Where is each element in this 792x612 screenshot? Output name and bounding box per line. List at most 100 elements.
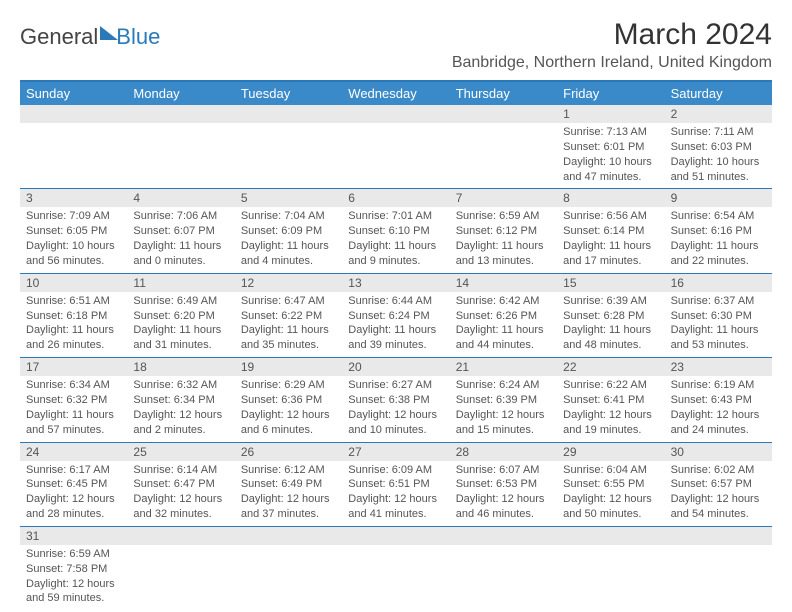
day-number: 13 [342, 274, 449, 292]
day-header-sunday: Sunday [20, 82, 127, 105]
sunset-text: Sunset: 6:09 PM [241, 224, 336, 239]
daylight-text: Daylight: 12 hours and 24 minutes. [671, 408, 766, 438]
day-number: 2 [665, 105, 772, 123]
day-cell [235, 545, 342, 610]
daylight-text: Daylight: 11 hours and 26 minutes. [26, 323, 121, 353]
sunrise-text: Sunrise: 6:49 AM [133, 294, 228, 309]
day-header-friday: Friday [557, 82, 664, 105]
daylight-text: Daylight: 12 hours and 28 minutes. [26, 492, 121, 522]
day-cell: Sunrise: 6:12 AMSunset: 6:49 PMDaylight:… [235, 461, 342, 526]
daylight-text: Daylight: 12 hours and 10 minutes. [348, 408, 443, 438]
day-header-thursday: Thursday [450, 82, 557, 105]
day-number: 15 [557, 274, 664, 292]
sunrise-text: Sunrise: 6:44 AM [348, 294, 443, 309]
day-number: 16 [665, 274, 772, 292]
day-number-row: 10111213141516 [20, 274, 772, 292]
week-block: 31Sunrise: 6:59 AMSunset: 7:58 PMDayligh… [20, 527, 772, 610]
sunrise-text: Sunrise: 6:14 AM [133, 463, 228, 478]
day-cell: Sunrise: 6:54 AMSunset: 6:16 PMDaylight:… [665, 207, 772, 272]
day-number: 28 [450, 443, 557, 461]
daylight-text: Daylight: 10 hours and 51 minutes. [671, 155, 766, 185]
sunrise-text: Sunrise: 6:09 AM [348, 463, 443, 478]
day-number: 27 [342, 443, 449, 461]
sunrise-text: Sunrise: 7:13 AM [563, 125, 658, 140]
sunset-text: Sunset: 6:07 PM [133, 224, 228, 239]
day-number: 4 [127, 189, 234, 207]
sunrise-text: Sunrise: 6:59 AM [456, 209, 551, 224]
week-block: 24252627282930Sunrise: 6:17 AMSunset: 6:… [20, 443, 772, 527]
day-number [450, 105, 557, 123]
day-cell: Sunrise: 6:07 AMSunset: 6:53 PMDaylight:… [450, 461, 557, 526]
day-cell: Sunrise: 6:29 AMSunset: 6:36 PMDaylight:… [235, 376, 342, 441]
day-cell: Sunrise: 6:37 AMSunset: 6:30 PMDaylight:… [665, 292, 772, 357]
day-content-row: Sunrise: 6:51 AMSunset: 6:18 PMDaylight:… [20, 292, 772, 357]
sunrise-text: Sunrise: 6:51 AM [26, 294, 121, 309]
day-number: 7 [450, 189, 557, 207]
sunrise-text: Sunrise: 6:42 AM [456, 294, 551, 309]
day-number [127, 527, 234, 545]
sunset-text: Sunset: 6:01 PM [563, 140, 658, 155]
day-cell [450, 123, 557, 188]
day-number: 20 [342, 358, 449, 376]
sunset-text: Sunset: 6:53 PM [456, 477, 551, 492]
logo-text-general: General [20, 24, 98, 50]
sunset-text: Sunset: 6:16 PM [671, 224, 766, 239]
day-cell [342, 123, 449, 188]
day-cell: Sunrise: 6:32 AMSunset: 6:34 PMDaylight:… [127, 376, 234, 441]
day-content-row: Sunrise: 6:59 AMSunset: 7:58 PMDaylight:… [20, 545, 772, 610]
daylight-text: Daylight: 12 hours and 59 minutes. [26, 577, 121, 607]
daylight-text: Daylight: 11 hours and 9 minutes. [348, 239, 443, 269]
day-cell: Sunrise: 7:06 AMSunset: 6:07 PMDaylight:… [127, 207, 234, 272]
sunrise-text: Sunrise: 6:19 AM [671, 378, 766, 393]
day-cell: Sunrise: 6:42 AMSunset: 6:26 PMDaylight:… [450, 292, 557, 357]
day-header-wednesday: Wednesday [342, 82, 449, 105]
day-number-row: 31 [20, 527, 772, 545]
day-cell [20, 123, 127, 188]
day-number: 11 [127, 274, 234, 292]
sunset-text: Sunset: 7:58 PM [26, 562, 121, 577]
sunset-text: Sunset: 6:32 PM [26, 393, 121, 408]
sunset-text: Sunset: 6:05 PM [26, 224, 121, 239]
daylight-text: Daylight: 12 hours and 37 minutes. [241, 492, 336, 522]
day-header-monday: Monday [127, 82, 234, 105]
day-number [450, 527, 557, 545]
day-cell: Sunrise: 7:01 AMSunset: 6:10 PMDaylight:… [342, 207, 449, 272]
daylight-text: Daylight: 12 hours and 19 minutes. [563, 408, 658, 438]
day-number: 30 [665, 443, 772, 461]
calendar: Sunday Monday Tuesday Wednesday Thursday… [20, 80, 772, 610]
sunrise-text: Sunrise: 6:56 AM [563, 209, 658, 224]
sunrise-text: Sunrise: 6:34 AM [26, 378, 121, 393]
day-cell [665, 545, 772, 610]
day-number: 14 [450, 274, 557, 292]
location-text: Banbridge, Northern Ireland, United King… [452, 54, 772, 72]
daylight-text: Daylight: 10 hours and 56 minutes. [26, 239, 121, 269]
day-number [557, 527, 664, 545]
sunset-text: Sunset: 6:28 PM [563, 309, 658, 324]
daylight-text: Daylight: 11 hours and 17 minutes. [563, 239, 658, 269]
day-number: 24 [20, 443, 127, 461]
weeks-container: 12 Sunrise: 7:13 AMSunset: 6:01 PM Dayligh… [20, 105, 772, 610]
sunset-text: Sunset: 6:20 PM [133, 309, 228, 324]
sunrise-text: Sunrise: 6:27 AM [348, 378, 443, 393]
sunset-text: Sunset: 6:57 PM [671, 477, 766, 492]
sunrise-text: Sunrise: 6:07 AM [456, 463, 551, 478]
sunrise-text: Sunrise: 6:22 AM [563, 378, 658, 393]
daylight-text: Daylight: 12 hours and 46 minutes. [456, 492, 551, 522]
day-cell [342, 545, 449, 610]
daylight-text: Daylight: 12 hours and 54 minutes. [671, 492, 766, 522]
day-cell [235, 123, 342, 188]
day-number: 8 [557, 189, 664, 207]
sunset-text: Sunset: 6:03 PM [671, 140, 766, 155]
day-number-row: 12 [20, 105, 772, 123]
sunset-text: Sunset: 6:14 PM [563, 224, 658, 239]
day-cell: Sunrise: 6:04 AMSunset: 6:55 PMDaylight:… [557, 461, 664, 526]
day-content-row: Sunrise: 6:34 AMSunset: 6:32 PM Daylight:… [20, 376, 772, 441]
day-cell: Sunrise: 6:51 AMSunset: 6:18 PMDaylight:… [20, 292, 127, 357]
day-cell: Sunrise: 7:11 AMSunset: 6:03 PMDaylight:… [665, 123, 772, 188]
week-block: 3456789Sunrise: 7:09 AMSunset: 6:05 PMDa… [20, 189, 772, 273]
daylight-text: Daylight: 12 hours and 15 minutes. [456, 408, 551, 438]
day-cell: Sunrise: 7:09 AMSunset: 6:05 PMDaylight:… [20, 207, 127, 272]
day-number [342, 527, 449, 545]
day-cell: Sunrise: 6:49 AMSunset: 6:20 PMDaylight:… [127, 292, 234, 357]
daylight-text: Daylight: 12 hours and 32 minutes. [133, 492, 228, 522]
